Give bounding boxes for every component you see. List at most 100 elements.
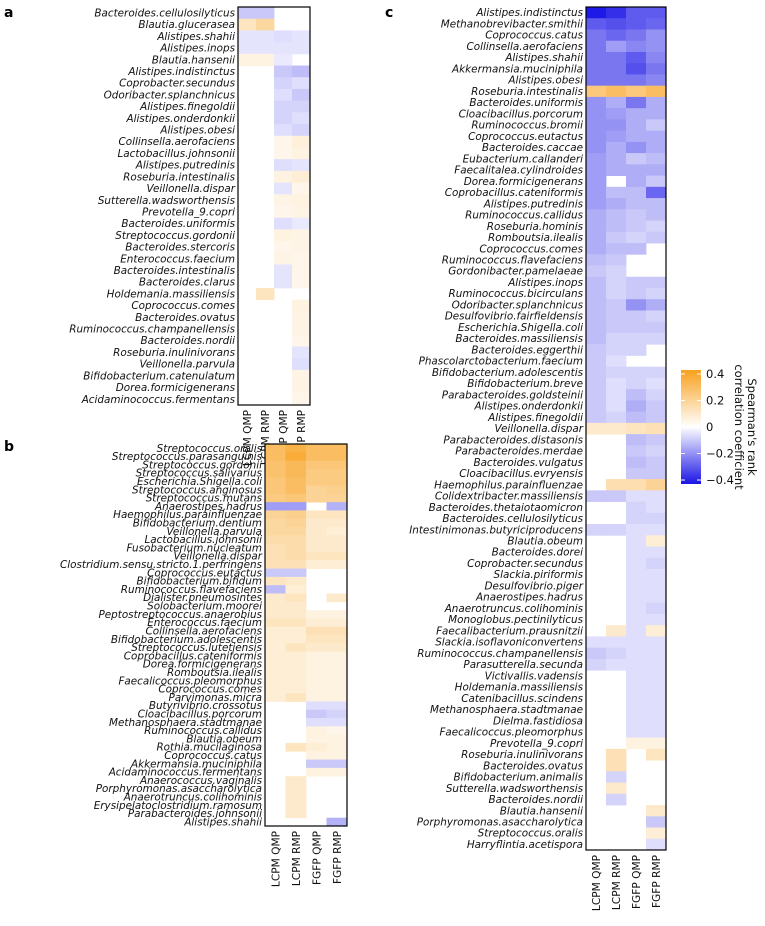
heatmap-cell [265, 684, 286, 694]
heatmap-cell [326, 693, 348, 702]
heatmap-cell [326, 701, 348, 711]
heatmap-cell [626, 422, 647, 435]
heatmap-cell [265, 626, 286, 636]
panel-label: a [4, 5, 13, 21]
heatmap-cell [646, 175, 667, 188]
heatmap-cell [292, 182, 311, 195]
heatmap-cell [306, 551, 327, 561]
heatmap-cell [265, 668, 286, 677]
heatmap-cell [265, 477, 286, 486]
heatmap-cell [586, 74, 607, 87]
heatmap-cell [646, 400, 667, 413]
legend-tick-label: −0.4 [706, 473, 734, 487]
heatmap-cell [626, 119, 647, 132]
row-label: Solobacterium.moorei [147, 601, 262, 613]
heatmap-cell [265, 468, 286, 478]
row-label: Odoribacter.splanchnicus [452, 299, 584, 311]
heatmap-cell [292, 381, 311, 394]
heatmap-cell [285, 576, 307, 586]
heatmap-cell [292, 241, 311, 254]
row-label: Slackia.isoflavoniconvertens [435, 637, 583, 649]
heatmap-cell [626, 29, 647, 42]
heatmap-cell [646, 501, 667, 514]
heatmap-cell [265, 651, 286, 661]
row-label: Lactobacillus.johnsonii [118, 148, 236, 160]
row-label: Roseburia.inulinivorans [461, 749, 583, 761]
heatmap-cell [606, 243, 627, 255]
row-label: Prevotella_9.copri [142, 206, 235, 218]
row-label: Erysipelatoclostridium.ramosum [94, 800, 262, 812]
heatmap-cell [326, 643, 348, 652]
heatmap-cell [285, 585, 307, 594]
heatmap-cell [606, 524, 627, 536]
heatmap-cell [292, 170, 311, 183]
row-label: Cloacibacillus.porcorum [138, 708, 262, 720]
heatmap-cell [646, 332, 667, 345]
heatmap-cell [606, 389, 627, 401]
heatmap-cell [265, 693, 286, 702]
row-label: Anaerostipes.hadrus [154, 501, 263, 513]
heatmap-cell [646, 445, 667, 457]
row-label: Bacteroides.uniformis [121, 218, 235, 230]
heatmap-cell [265, 460, 286, 470]
heatmap-cell [306, 767, 327, 777]
column-label: LCPM RMP [611, 854, 623, 910]
heatmap-cell [646, 186, 667, 199]
heatmap-cell [586, 265, 607, 278]
heatmap-cell [626, 636, 647, 649]
row-label: Faecalicoccus.pleomorphus [118, 675, 262, 687]
heatmap-cell [265, 618, 286, 628]
row-label: Streptococcus.gordonii [115, 230, 235, 242]
heatmap-cell [606, 377, 627, 390]
row-label: Bacteroides.cellulosilyticus [94, 7, 235, 19]
heatmap-cell [306, 610, 327, 619]
heatmap-cell [292, 135, 311, 148]
row-label: Streptococcus.oralis [478, 828, 584, 840]
heatmap-cell [626, 40, 647, 53]
heatmap-cell [606, 186, 627, 199]
heatmap-cell [306, 626, 327, 636]
heatmap-cell [274, 124, 293, 137]
heatmap-cell [292, 206, 311, 219]
row-label: Roseburia.intestinalis [471, 86, 583, 98]
heatmap-cell [626, 613, 647, 626]
heatmap-cell [606, 96, 627, 109]
row-label: Porphyromonas.asaccharolytica [417, 817, 583, 829]
heatmap-cell [265, 659, 286, 669]
heatmap-border [237, 6, 311, 406]
row-label: Methanobrevibacter.smithii [441, 18, 583, 30]
row-label: Bacteroides.dorei [492, 547, 584, 559]
heatmap-cell [326, 468, 348, 478]
heatmap-cell [326, 759, 348, 769]
heatmap-cell [646, 535, 667, 547]
heatmap-cell [274, 112, 293, 125]
heatmap-cell [646, 591, 667, 604]
row-label: Sutterella.wadsworthensis [98, 195, 236, 207]
heatmap-cell [326, 518, 348, 528]
heatmap-cell [285, 801, 307, 810]
heatmap-cell [626, 164, 647, 176]
heatmap-cell [274, 170, 293, 183]
heatmap-cell [626, 186, 647, 199]
heatmap-cell [285, 468, 307, 478]
heatmap-cell [326, 477, 348, 486]
row-label: Ruminococcus.callidus [465, 210, 583, 222]
heatmap-cell [646, 524, 667, 536]
row-label: Alistipes.indistinctus [475, 7, 583, 19]
heatmap-cell [285, 668, 307, 677]
heatmap-cell [238, 30, 257, 43]
row-label: Streptococcus.mutans [146, 493, 263, 505]
heatmap-cell [326, 709, 348, 719]
heatmap-cell [274, 147, 293, 160]
row-label: Desulfovibrio.fairfieldensis [445, 311, 584, 323]
heatmap-cell [586, 18, 607, 30]
row-label: Bacteroides.uniformis [469, 97, 583, 109]
row-label: Alistipes.onderdonkii [474, 401, 584, 413]
heatmap-cell [326, 527, 348, 536]
heatmap-cell [646, 198, 667, 210]
heatmap-cell [626, 524, 647, 536]
heatmap-cell [626, 681, 647, 694]
row-label: Anaerostipes.hadrus [475, 592, 584, 604]
legend-colorbar [681, 370, 701, 484]
